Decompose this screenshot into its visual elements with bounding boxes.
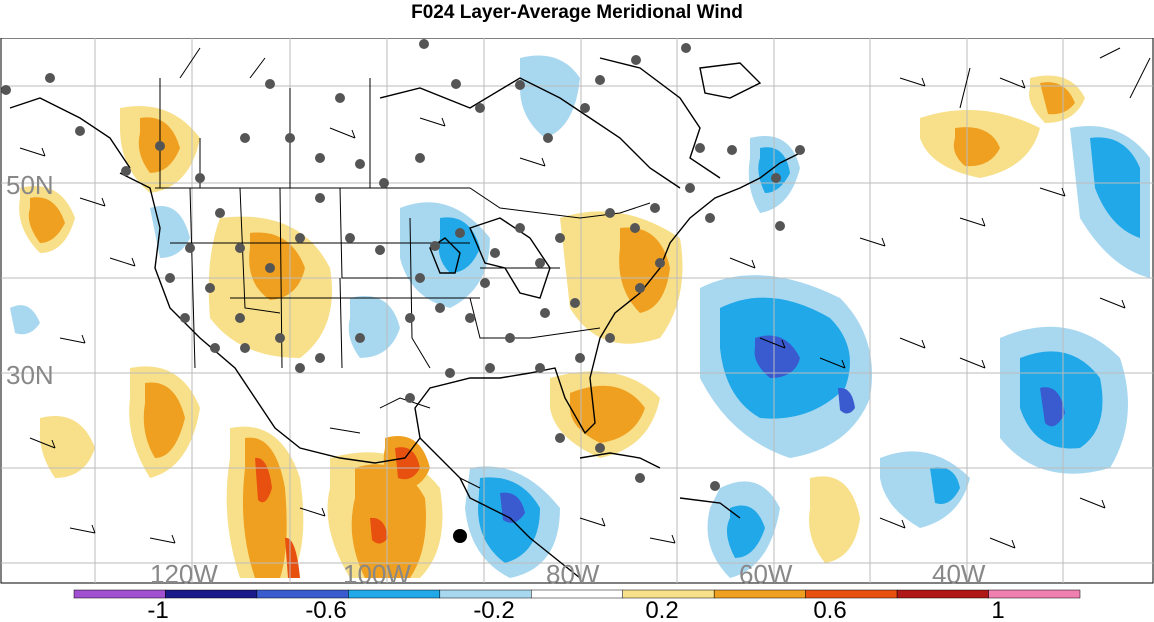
lon-label-40w: 40W <box>932 559 986 584</box>
colorbar-label-1: 1 <box>991 597 1004 622</box>
lat-label-30n: 30N <box>6 360 54 390</box>
lat-label-50n: 50N <box>6 170 54 200</box>
colorbar-swatch <box>531 589 623 599</box>
colorbar-label-neg02: -0.2 <box>473 597 514 622</box>
highlighted-station <box>453 529 467 543</box>
colorbar-label-neg06: -0.6 <box>305 597 346 622</box>
strong-positive-regions <box>28 82 1075 578</box>
colorbar-swatch <box>165 589 258 599</box>
colorbar-swatch <box>896 589 989 599</box>
colorbar: -1 -0.6 -0.2 0.2 0.6 1 <box>73 589 1081 622</box>
strong-negative-regions <box>438 137 1140 563</box>
meridional-wind-map: 50N 30N 120W 100W 80W 60W 40W <box>0 38 1154 584</box>
colorbar-swatch <box>348 589 441 599</box>
colorbar-swatches <box>73 589 1081 599</box>
colorbar-swatch <box>988 589 1081 599</box>
colorbar-label-02: 0.2 <box>645 597 678 622</box>
wind-barbs <box>19 47 1151 549</box>
colorbar-label-06: 0.6 <box>813 597 846 622</box>
peak-negative-regions <box>500 335 1065 523</box>
lon-label-120w: 120W <box>150 559 218 584</box>
lon-label-60w: 60W <box>739 559 793 584</box>
colorbar-swatch <box>713 589 806 599</box>
graticule <box>1 38 1153 583</box>
observation-stations <box>1 39 805 491</box>
political-borders <box>155 78 651 489</box>
coastlines <box>9 57 801 579</box>
colorbar-label-neg1: -1 <box>147 597 168 622</box>
peak-positive-regions <box>255 447 420 578</box>
map-title: F024 Layer-Average Meridional Wind <box>411 2 743 23</box>
lon-label-100w: 100W <box>343 559 411 584</box>
lon-label-80w: 80W <box>546 559 600 584</box>
